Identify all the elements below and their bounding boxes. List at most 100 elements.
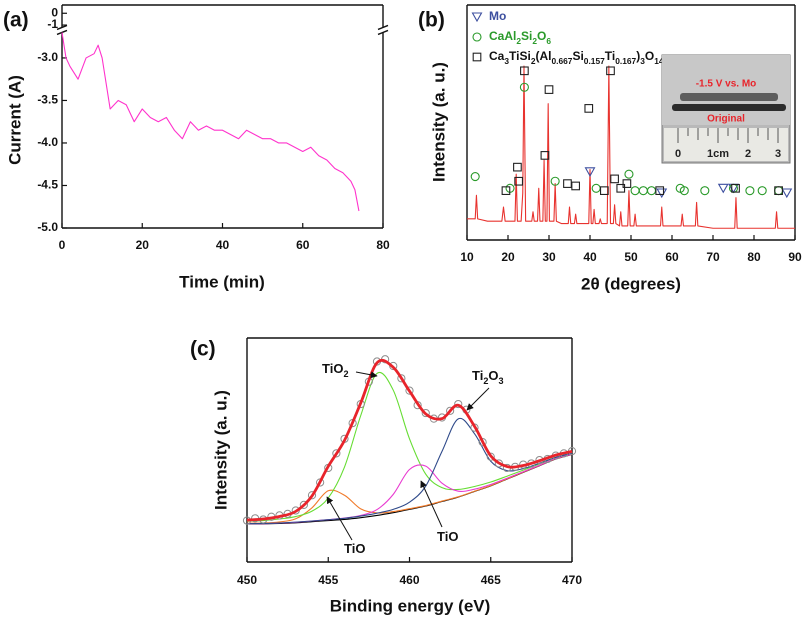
y-tick-label: 0: [51, 5, 58, 19]
data-line: [61, 32, 360, 212]
inset-photo: -1.5 V vs. Mo Original 0 1cm 2 3: [661, 54, 791, 164]
phase-marker: [519, 82, 529, 92]
x-axis-title: Binding energy (eV): [330, 596, 491, 615]
x-tick-label: 0: [59, 238, 66, 252]
annotation-arrow: [420, 480, 443, 528]
x-axis-title: 2θ (degrees): [581, 274, 681, 293]
phase-marker: [646, 186, 657, 196]
x-tick-label: 465: [481, 573, 501, 587]
data-line: [246, 371, 573, 522]
phase-marker: [610, 174, 619, 184]
x-tick-label: 80: [376, 238, 390, 252]
data-line: [467, 65, 795, 229]
x-tick-label: 60: [665, 250, 679, 264]
data-point: [405, 386, 414, 395]
x-tick-label: 470: [562, 573, 582, 587]
phase-marker: [513, 162, 522, 172]
axis-break: [377, 29, 389, 36]
phase-marker: [638, 186, 648, 196]
annotation-arrow: [326, 496, 353, 541]
legend-label: Mo: [489, 9, 506, 23]
annotation: TiO: [437, 529, 458, 544]
y-axis-title: Intensity (a. u.): [429, 62, 448, 182]
phase-marker: [544, 85, 554, 94]
phase-marker: [514, 176, 524, 186]
x-axis-title: Time (min): [179, 272, 265, 291]
phase-marker: [540, 151, 550, 160]
annotation: Ti2O3: [472, 368, 504, 386]
phase-marker: [584, 104, 594, 113]
phase-marker: [757, 186, 767, 196]
inset-background: [662, 55, 790, 125]
x-tick-label: 40: [216, 238, 230, 252]
phase-marker: [622, 179, 632, 188]
annotation: TiO2: [322, 361, 349, 379]
phase-marker: [679, 186, 689, 196]
panel-label: (c): [190, 338, 216, 361]
y-axis-title: Current (A): [5, 75, 24, 165]
reduced-rod: [680, 93, 778, 101]
inset-label: -1.5 V vs. Mo: [696, 79, 757, 90]
x-tick-label: 450: [237, 573, 257, 587]
phase-marker: [520, 66, 529, 76]
phase-marker: [563, 179, 572, 188]
phase-marker: [717, 183, 729, 194]
data-point: [332, 449, 341, 458]
legend-label: Ca3TiSi2(Al0.667Si0.157Ti0.167)3O14: [489, 49, 664, 66]
y-tick-label: -5.0: [37, 220, 58, 234]
ruler-label: 0: [675, 148, 681, 160]
y-tick-label: -4.0: [37, 135, 58, 149]
data-point: [486, 452, 495, 461]
phase-marker: [599, 186, 609, 196]
x-tick-label: 60: [296, 238, 310, 252]
x-tick-label: 50: [624, 250, 638, 264]
phase-marker: [774, 186, 783, 196]
phase-marker: [584, 167, 596, 177]
legend-symbol: [472, 52, 482, 62]
phase-marker: [731, 183, 740, 193]
phase-marker: [616, 183, 626, 193]
ruler-label: 3: [775, 148, 781, 160]
phase-marker: [591, 183, 601, 193]
data-point: [397, 374, 406, 383]
panel-0: 0 20 40 60 80-5.0-4.5-4.0-3.5-3.0-10(a)Time …: [3, 4, 390, 291]
y-tick-label: -3.0: [37, 50, 58, 64]
x-tick-label: 20: [501, 250, 515, 264]
ruler: [664, 128, 788, 161]
legend-label: CaAl2Si2O6: [489, 29, 551, 46]
axis-break: [377, 24, 389, 31]
annotation-arrow: [466, 387, 490, 411]
y-tick-label: -1: [47, 17, 58, 31]
phase-marker: [745, 186, 755, 196]
y-tick-label: -4.5: [37, 178, 58, 192]
data-point: [454, 399, 463, 409]
annotation: TiO: [344, 541, 365, 556]
y-axis-title: Intensity (a. u.): [211, 390, 230, 510]
phase-marker: [571, 181, 580, 191]
x-tick-label: 70: [706, 250, 720, 264]
phase-marker: [606, 66, 615, 76]
data-line: [246, 358, 573, 522]
phase-marker: [655, 186, 665, 196]
x-tick-label: 80: [747, 250, 761, 264]
original-rod: [672, 104, 786, 111]
panel-2: 450 455 460 465 470 (c) Binding energy (eV) Int…: [190, 337, 582, 615]
x-tick-label: 90: [788, 250, 802, 264]
panel-label: (b): [418, 9, 445, 32]
phase-marker: [550, 176, 560, 186]
x-tick-label: 455: [318, 573, 338, 587]
x-tick-label: 40: [583, 250, 597, 264]
y-tick-label: -3.5: [37, 93, 58, 107]
x-tick-label: 10: [460, 250, 474, 264]
panel-1: 10 20 30 40 50 60 70 80 90(b)2θ (degrees)Intensi…: [418, 4, 802, 293]
phase-marker: [624, 169, 634, 179]
phase-marker: [630, 186, 640, 196]
data-point: [307, 491, 317, 500]
annotation-arrow: [355, 371, 378, 379]
legend-symbol: [472, 32, 482, 42]
axis-break: [56, 24, 68, 31]
ruler-label: 1cm: [707, 148, 729, 160]
phase-marker: [501, 186, 511, 196]
data-point: [421, 408, 430, 418]
